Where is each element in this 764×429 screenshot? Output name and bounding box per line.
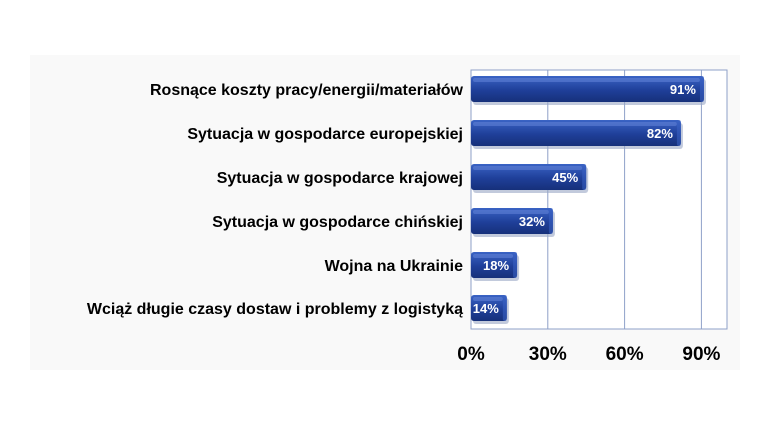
value-label: 32% <box>519 214 545 229</box>
bars <box>471 76 706 324</box>
gridlines <box>547 70 702 329</box>
bar <box>471 164 587 190</box>
bar <box>471 252 518 278</box>
bar-end-cap <box>502 295 507 321</box>
bar-end-cap <box>699 76 704 102</box>
x-tick-label: 60% <box>606 344 644 365</box>
value-label: 82% <box>647 126 673 141</box>
bar-group <box>471 208 555 237</box>
bar-highlight <box>473 297 503 301</box>
bar-group <box>471 120 683 149</box>
bar-end-cap <box>513 252 518 278</box>
x-tick-label: 0% <box>457 344 485 365</box>
bar-end-cap <box>548 208 553 234</box>
bar-highlight <box>473 254 514 258</box>
value-label: 18% <box>483 258 509 273</box>
x-tick-label: 30% <box>529 344 567 365</box>
bar <box>471 208 553 234</box>
category-label: Sytuacja w gospodarce krajowej <box>217 170 463 187</box>
bar-highlight <box>473 122 677 126</box>
bar-group <box>471 252 520 281</box>
x-axis-ticks: 0% 30% 60% 90% <box>457 344 720 365</box>
category-labels: Rosnące koszty pracy/energii/materiałów S… <box>87 82 464 318</box>
bar <box>471 76 704 102</box>
value-label: 45% <box>552 170 578 185</box>
category-label: Sytuacja w gospodarce chińskiej <box>212 214 463 231</box>
bar-highlight <box>473 166 583 170</box>
category-label: Wciąż długie czasy dostaw i problemy z l… <box>87 301 463 318</box>
bar <box>471 295 507 321</box>
bar-group <box>471 164 589 193</box>
category-label: Wojna na Ukrainie <box>325 258 464 275</box>
bar-end-cap <box>582 164 587 190</box>
value-label: 91% <box>670 82 696 97</box>
bar-end-cap <box>676 120 681 146</box>
category-label: Rosnące koszty pracy/energii/materiałów <box>150 82 464 99</box>
bar-group <box>471 295 509 324</box>
plot-area <box>470 69 728 330</box>
bar-group <box>471 76 706 105</box>
category-label: Sytuacja w gospodarce europejskiej <box>187 126 463 143</box>
bar-highlight <box>473 210 549 214</box>
value-label: 14% <box>473 301 499 316</box>
value-labels: 91% 82% 45% 32% 18% 14% <box>473 82 697 316</box>
x-tick-label: 90% <box>682 344 720 365</box>
bar <box>471 120 681 146</box>
bar-highlight <box>473 78 700 82</box>
